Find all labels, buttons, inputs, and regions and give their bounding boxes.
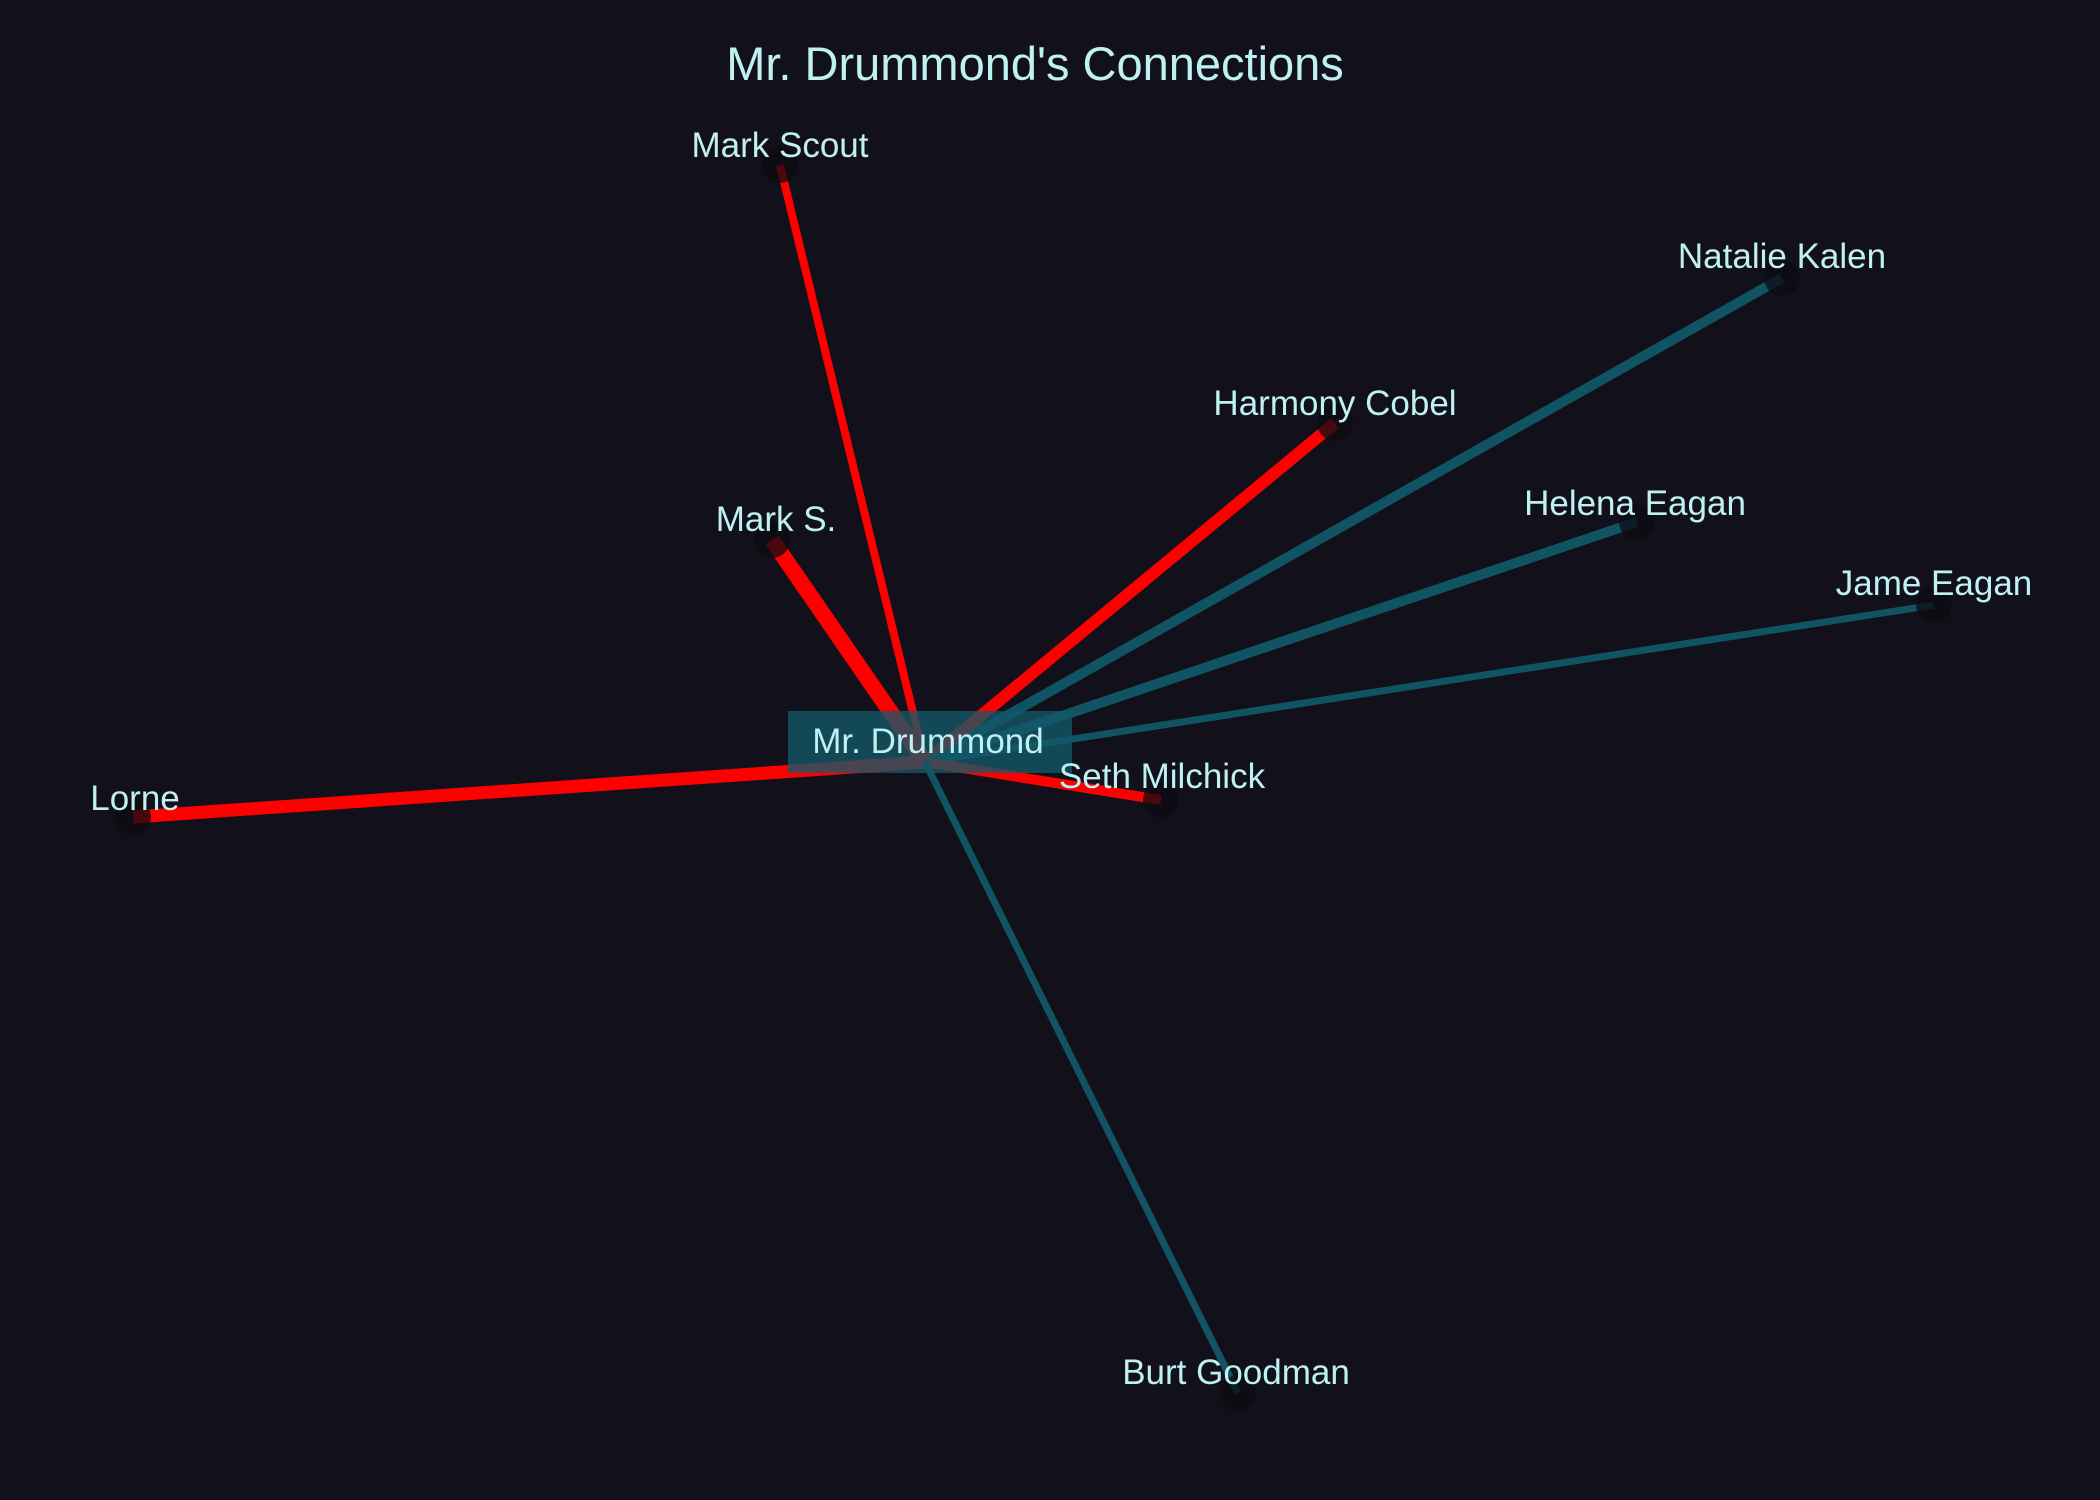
diagram-title: Mr. Drummond's Connections xyxy=(726,37,1344,90)
center-node xyxy=(788,711,1072,773)
node-label-jame-eagan: Jame Eagan xyxy=(1836,564,2033,603)
node-natalie-kalen xyxy=(1764,260,1800,296)
node-lorne xyxy=(115,799,151,835)
node-jame-eagan xyxy=(1916,587,1952,623)
edge-burt-goodman xyxy=(921,760,1242,1395)
node-label-burt-goodman: Burt Goodman xyxy=(1122,1353,1350,1392)
node-label-harmony-cobel: Harmony Cobel xyxy=(1213,384,1456,423)
node-label-mark-s: Mark S. xyxy=(716,500,837,539)
node-harmony-cobel xyxy=(1317,405,1353,441)
node-layer xyxy=(115,147,1952,1411)
node-label-seth-milchick: Seth Milchick xyxy=(1059,757,1266,796)
edge-harmony-cobel xyxy=(921,418,1339,767)
node-burt-goodman xyxy=(1220,1375,1256,1411)
node-mark-s xyxy=(754,522,790,558)
node-mark-scout xyxy=(762,147,798,183)
node-label-natalie-kalen: Natalie Kalen xyxy=(1678,237,1886,276)
edge-jame-eagan xyxy=(924,601,1935,766)
node-helena-eagan xyxy=(1619,504,1655,540)
center-node-box xyxy=(788,711,1072,773)
node-label-lorne: Lorne xyxy=(90,779,180,818)
node-seth-milchick xyxy=(1143,782,1179,818)
edge-mark-scout xyxy=(776,164,929,763)
node-label-helena-eagan: Helena Eagan xyxy=(1524,484,1746,523)
edge-natalie-kalen xyxy=(922,273,1785,767)
node-label-mark-scout: Mark Scout xyxy=(692,126,869,165)
label-layer: Mark Scout Natalie Kalen Harmony Cobel Mark… xyxy=(90,126,2032,1392)
center-node-label: Mr. Drummond xyxy=(812,722,1043,761)
